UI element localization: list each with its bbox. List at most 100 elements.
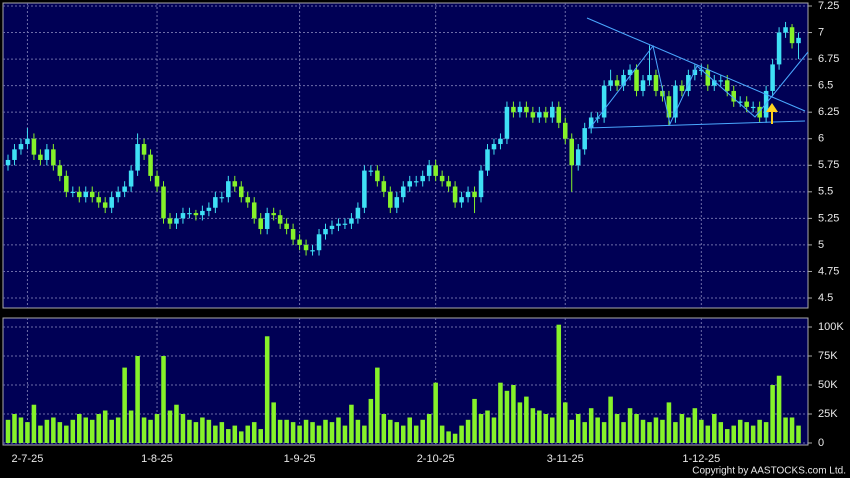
candle-body	[575, 149, 581, 166]
volume-bar	[562, 402, 568, 443]
volume-bar	[426, 414, 432, 443]
volume-bar	[31, 404, 37, 443]
volume-bar	[543, 414, 549, 443]
volume-bar	[251, 422, 257, 443]
candle-body	[148, 154, 153, 176]
candle-body	[368, 170, 374, 172]
volume-bar	[323, 419, 328, 443]
volume-bar	[614, 414, 620, 443]
candle-body	[718, 80, 724, 82]
volume-bar	[297, 425, 302, 443]
candle-body	[25, 138, 30, 145]
candle-body	[627, 69, 633, 76]
volume-bar	[44, 419, 50, 443]
y2-tick-label: 0	[818, 437, 824, 449]
candle-body	[174, 218, 179, 224]
candle-body	[264, 213, 270, 229]
candle-body	[556, 106, 562, 123]
volume-bar	[582, 422, 587, 443]
candle-body	[459, 197, 464, 203]
candle-body	[712, 80, 717, 86]
volume-bar	[718, 422, 724, 443]
volume-bar	[219, 422, 225, 443]
candle-body	[96, 197, 101, 203]
volume-bar	[64, 425, 69, 443]
volume-bar	[239, 431, 244, 443]
volume-bar	[712, 414, 717, 443]
volume-bar	[731, 425, 736, 443]
volume-bar	[400, 425, 406, 443]
mark-layer	[5, 21, 801, 443]
volume-bar	[724, 429, 730, 443]
candle-body	[582, 128, 587, 150]
volume-bar	[446, 431, 451, 443]
volume-bar	[70, 419, 76, 443]
volume-bar	[433, 382, 438, 443]
candle-body	[686, 75, 691, 91]
y-tick-label: 6.25	[818, 106, 839, 118]
candle-body	[362, 170, 367, 208]
volume-bar	[135, 356, 140, 443]
candle-body	[608, 80, 613, 86]
volume-bar	[757, 419, 762, 443]
volume-bar	[595, 417, 600, 443]
candle-body	[673, 85, 678, 118]
volume-bar	[232, 425, 238, 443]
candle-body	[407, 181, 413, 187]
volume-bar	[174, 404, 179, 443]
volume-bar	[750, 425, 756, 443]
candle-body	[653, 75, 659, 91]
candle-body	[413, 181, 419, 183]
candle-body	[543, 112, 549, 118]
candle-body	[44, 149, 50, 160]
volume-bar	[375, 367, 380, 443]
volume-bar	[640, 419, 646, 443]
volume-bar	[517, 402, 523, 443]
candle-body	[167, 218, 173, 224]
volume-bar	[83, 417, 89, 443]
candle-body	[284, 223, 289, 229]
candle-body	[187, 213, 192, 215]
candle-body	[303, 244, 309, 251]
candle-body	[524, 106, 529, 113]
volume-bar	[355, 419, 361, 443]
x-tick-label: 1-12-25	[682, 453, 720, 465]
candle-body	[692, 69, 698, 76]
volume-bar	[258, 429, 263, 443]
candle-body	[83, 191, 89, 198]
candle-body	[115, 191, 121, 198]
volume-bar	[498, 382, 503, 443]
x-tick-label: 1-9-25	[284, 453, 316, 465]
candle-body	[323, 228, 328, 235]
volume-bar	[420, 419, 425, 443]
volume-bar	[310, 422, 315, 443]
volume-bar	[524, 396, 529, 443]
candle-body	[38, 154, 43, 160]
volume-bar	[556, 324, 562, 443]
volume-bar	[128, 410, 134, 443]
volume-bar	[737, 419, 743, 443]
volume-bar	[57, 422, 63, 443]
x-tick-label: 1-8-25	[141, 453, 173, 465]
candle-body	[569, 138, 574, 166]
candle-body	[388, 191, 393, 208]
volume-bar	[200, 417, 205, 443]
volume-bar	[770, 385, 775, 443]
candle-body	[550, 106, 555, 118]
candle-body	[135, 144, 140, 171]
y-tick-label: 6	[818, 133, 824, 145]
volume-bar	[575, 414, 581, 443]
candle-body	[511, 106, 516, 113]
volume-bar	[96, 414, 101, 443]
volume-bar	[206, 419, 212, 443]
volume-bar	[290, 422, 296, 443]
candle-body	[452, 186, 458, 203]
volume-bar	[692, 408, 698, 443]
candle-body	[757, 106, 762, 118]
candle-body	[750, 106, 756, 109]
candle-body	[18, 144, 24, 150]
volume-bar	[601, 422, 607, 443]
candle-body	[271, 213, 276, 216]
candle-body	[517, 106, 523, 113]
